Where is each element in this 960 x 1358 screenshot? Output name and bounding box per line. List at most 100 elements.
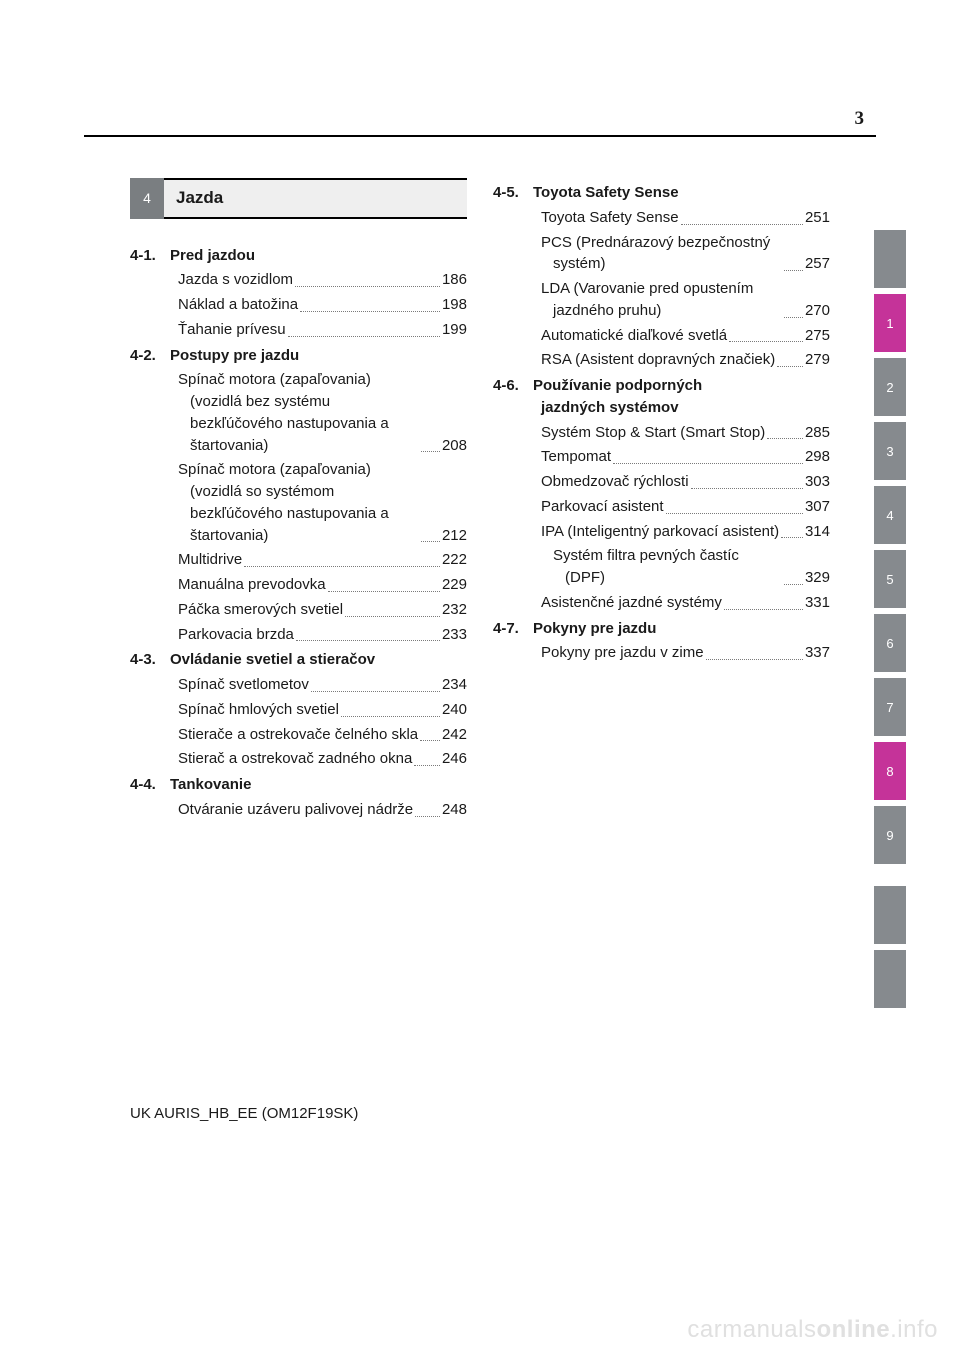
side-tab-7[interactable]: 7: [874, 678, 906, 736]
toc-columns: 4 Jazda 4-1.Pred jazdouJazda s vozidlom 1…: [130, 178, 830, 824]
toc-col-left: 4 Jazda 4-1.Pred jazdouJazda s vozidlom 1…: [130, 178, 467, 824]
entry-page: 275: [805, 325, 830, 347]
entry-page: 222: [442, 549, 467, 571]
entry-title: RSA (Asistent dopravných značiek): [541, 349, 775, 371]
watermark-part: .info: [890, 1316, 938, 1343]
side-tab-5[interactable]: 5: [874, 550, 906, 608]
toc-entry: Automatické diaľkové svetlá 275: [493, 325, 830, 347]
leader-dots: [328, 591, 440, 592]
entry-page: 303: [805, 471, 830, 493]
entry-page: 233: [442, 624, 467, 646]
side-tab-4[interactable]: 4: [874, 486, 906, 544]
leader-dots: [691, 488, 803, 489]
leader-dots: [681, 224, 803, 225]
toc-entry: IPA (Inteligentný parkovací asistent) 314: [493, 521, 830, 543]
leader-dots: [414, 765, 440, 766]
toc-entry: Parkovací asistent 307: [493, 496, 830, 518]
side-tab-blank[interactable]: [874, 886, 906, 944]
entry-title: Jazda s vozidlom: [178, 269, 293, 291]
entry-title: Multidrive: [178, 549, 242, 571]
side-tab-3[interactable]: 3: [874, 422, 906, 480]
entry-title: Spínač motora (zapaľovania) (vozidlá so …: [178, 459, 419, 546]
leader-dots: [784, 270, 803, 271]
side-tab-1[interactable]: 1: [874, 294, 906, 352]
toc-entry: Asistenčné jazdné systémy 331: [493, 592, 830, 614]
toc-entry: Multidrive 222: [130, 549, 467, 571]
toc-entry: RSA (Asistent dopravných značiek)279: [493, 349, 830, 371]
toc-entry: Náklad a batožina198: [130, 294, 467, 316]
section-heading: 4-6.Používanie podporných: [493, 375, 830, 397]
entry-page: 232: [442, 599, 467, 621]
entry-page: 242: [442, 724, 467, 746]
side-tab-blank[interactable]: [874, 950, 906, 1008]
chapter-header: 4 Jazda: [130, 178, 467, 219]
entry-page: 234: [442, 674, 467, 696]
leader-dots: [415, 816, 440, 817]
side-tab-9[interactable]: 9: [874, 806, 906, 864]
chapter-title: Jazda: [164, 178, 467, 219]
leader-dots: [300, 311, 440, 312]
entry-page: 208: [442, 435, 467, 457]
entry-page: 314: [805, 521, 830, 543]
section-heading: 4-5.Toyota Safety Sense: [493, 182, 830, 204]
leader-dots: [784, 584, 803, 585]
side-tab-6[interactable]: 6: [874, 614, 906, 672]
entry-title: Parkovací asistent: [541, 496, 664, 518]
entry-page: 337: [805, 642, 830, 664]
entry-page: 199: [442, 319, 467, 341]
entry-title: Asistenčné jazdné systémy: [541, 592, 722, 614]
entry-page: 331: [805, 592, 830, 614]
watermark-part-bold: online: [816, 1316, 890, 1343]
toc-entry: Spínač motora (zapaľovania) (vozidlá bez…: [130, 369, 467, 456]
watermark: carmanualsonline.info: [687, 1316, 938, 1344]
toc-entry: Spínač hmlových svetiel 240: [130, 699, 467, 721]
toc-entry: Parkovacia brzda233: [130, 624, 467, 646]
leader-dots: [613, 463, 803, 464]
entry-title: IPA (Inteligentný parkovací asistent): [541, 521, 779, 543]
section-heading: 4-4.Tankovanie: [130, 774, 467, 796]
toc-entry: Tempomat298: [493, 446, 830, 468]
leader-dots: [777, 366, 803, 367]
section-heading: 4-1.Pred jazdou: [130, 245, 467, 267]
entry-title: Ťahanie prívesu: [178, 319, 286, 341]
side-tabs-bottom: [874, 886, 906, 1008]
toc-entry: Páčka smerových svetiel232: [130, 599, 467, 621]
leader-dots: [666, 513, 803, 514]
entry-page: 270: [805, 300, 830, 322]
entry-title: Systém Stop & Start (Smart Stop): [541, 422, 765, 444]
entry-page: 212: [442, 525, 467, 547]
side-tab-2[interactable]: 2: [874, 358, 906, 416]
entry-title: LDA (Varovanie pred opustením jazdného p…: [541, 278, 782, 322]
side-tab-8[interactable]: 8: [874, 742, 906, 800]
entry-title: Otváranie uzáveru palivovej nádrže: [178, 799, 413, 821]
entry-page: 229: [442, 574, 467, 596]
leader-dots: [781, 537, 803, 538]
leader-dots: [421, 541, 440, 542]
leader-dots: [341, 716, 440, 717]
page-number: 3: [855, 108, 865, 130]
leader-dots: [296, 640, 440, 641]
leader-dots: [729, 341, 803, 342]
entry-page: 307: [805, 496, 830, 518]
leader-dots: [421, 451, 440, 452]
leader-dots: [244, 566, 440, 567]
section-heading: 4-7.Pokyny pre jazdu: [493, 618, 830, 640]
leader-dots: [784, 317, 803, 318]
entry-title: Automatické diaľkové svetlá: [541, 325, 727, 347]
entry-title: Manuálna prevodovka: [178, 574, 326, 596]
side-tab-blank[interactable]: [874, 230, 906, 288]
toc-entry: Otváranie uzáveru palivovej nádrže248: [130, 799, 467, 821]
entry-page: 198: [442, 294, 467, 316]
entry-title: Spínač hmlových svetiel: [178, 699, 339, 721]
toc-entry: Systém filtra pevných častíc (DPF)329: [493, 545, 830, 589]
watermark-part: carmanuals: [687, 1316, 816, 1343]
entry-title: Spínač svetlometov: [178, 674, 309, 696]
leader-dots: [767, 438, 803, 439]
leader-dots: [706, 659, 803, 660]
toc-entry: Spínač motora (zapaľovania) (vozidlá so …: [130, 459, 467, 546]
chapter-number: 4: [130, 178, 164, 219]
entry-title: Stierač a ostrekovač zadného okna: [178, 748, 412, 770]
footer-code: UK AURIS_HB_EE (OM12F19SK): [130, 1105, 358, 1122]
entry-page: 240: [442, 699, 467, 721]
entry-title: Obmedzovač rýchlosti: [541, 471, 689, 493]
